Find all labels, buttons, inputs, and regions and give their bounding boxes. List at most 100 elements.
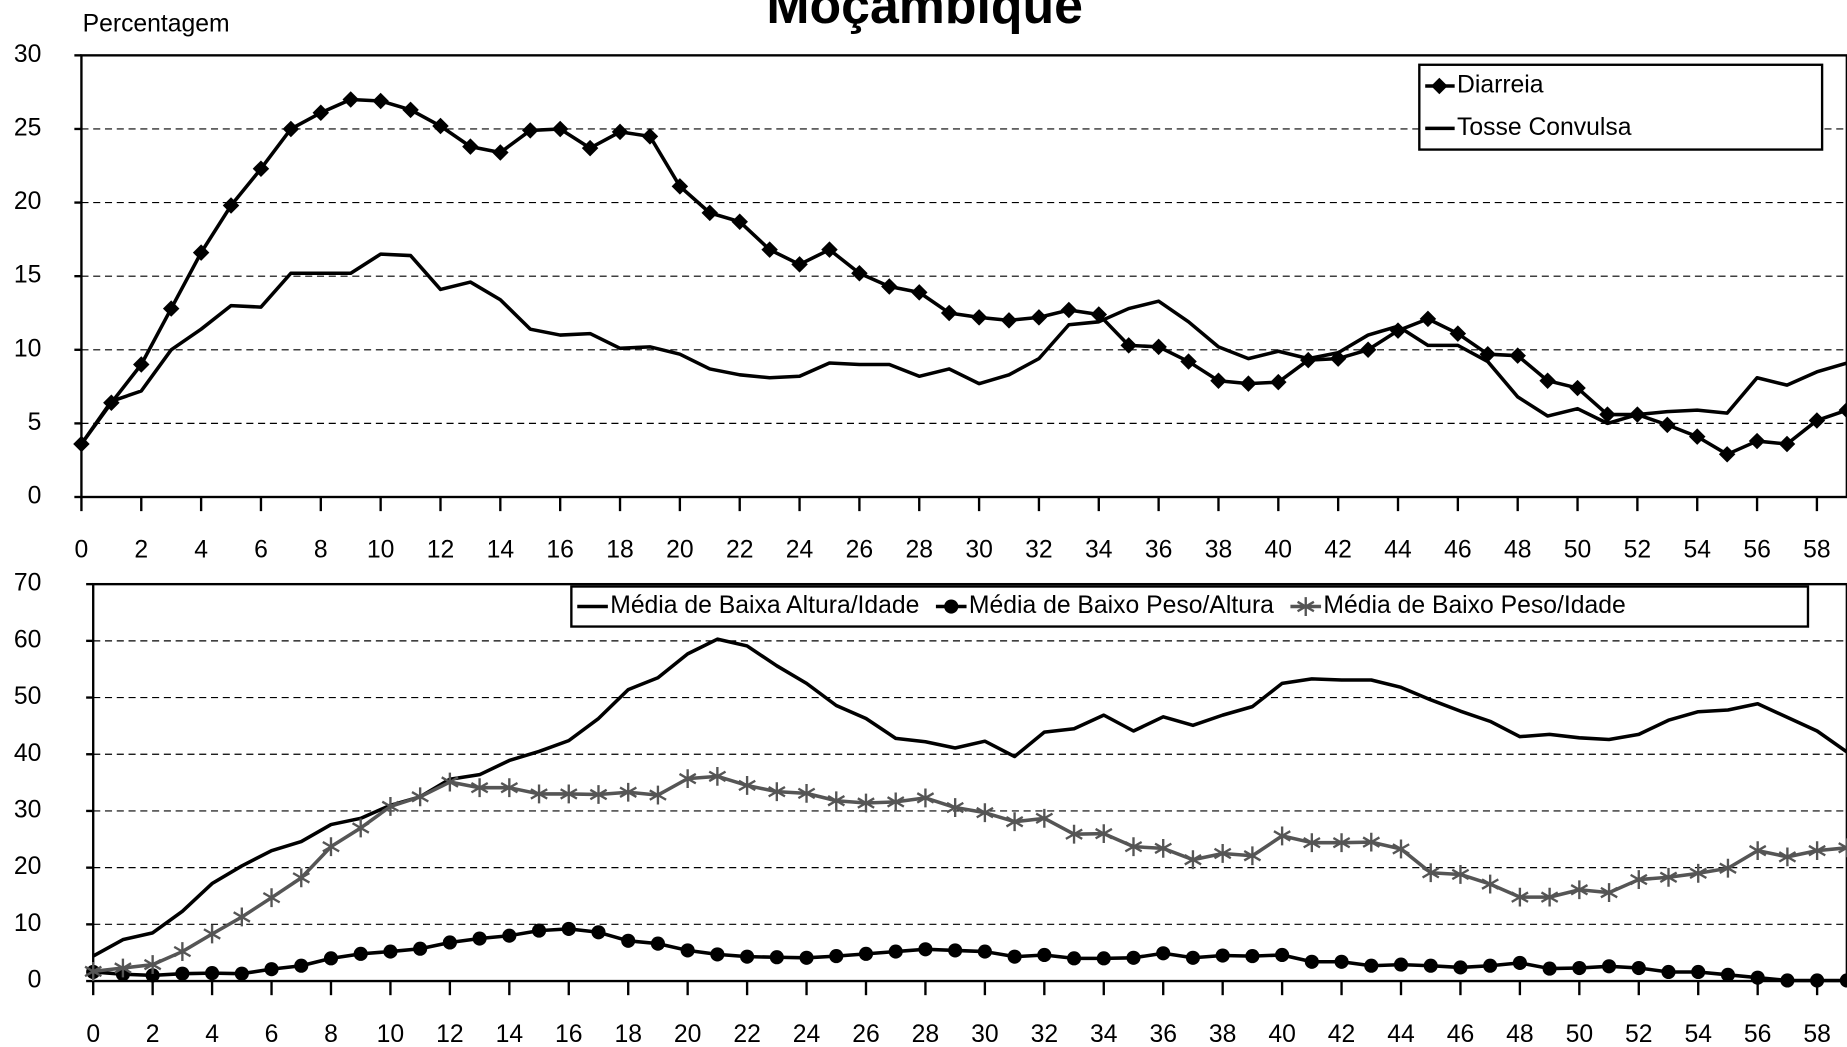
chart-title: Moçambique [766, 0, 1083, 34]
x-tick-label: 2 [134, 537, 148, 564]
point-marker [1719, 858, 1737, 878]
point-marker [1453, 960, 1468, 975]
point-marker [1156, 946, 1171, 961]
point-marker [1810, 973, 1825, 988]
point-marker [173, 942, 192, 961]
legend-label: Média de Baixo Peso/Idade [1323, 592, 1625, 619]
x-tick-label: 32 [1025, 537, 1053, 564]
point-marker [1572, 960, 1587, 976]
x-tick-label: 48 [1504, 537, 1532, 564]
point-marker [561, 921, 576, 936]
point-marker [1838, 401, 1847, 419]
point-marker [948, 943, 963, 958]
point-marker [1431, 77, 1448, 95]
point-marker [145, 968, 160, 983]
point-marker [829, 949, 844, 964]
legend-label: Média de Baixa Altura/Idade [610, 592, 919, 619]
point-marker [611, 123, 629, 141]
point-marker [851, 264, 868, 282]
point-marker [1421, 863, 1440, 883]
point-marker [462, 138, 479, 155]
x-tick-label: 12 [427, 537, 454, 564]
point-marker [918, 942, 933, 957]
point-marker [740, 949, 755, 964]
point-marker [234, 966, 249, 981]
point-marker [1243, 846, 1262, 866]
point-marker [402, 101, 419, 119]
point-marker [292, 868, 311, 888]
x-tick-label: 46 [1447, 1021, 1475, 1047]
point-marker [916, 788, 935, 808]
point-marker [621, 933, 636, 948]
y-tick-label: 40 [14, 740, 42, 767]
point-marker [252, 160, 270, 177]
point-marker [442, 935, 457, 950]
point-marker [671, 178, 689, 195]
point-marker [1600, 883, 1618, 903]
point-marker [492, 144, 509, 161]
point-marker [1451, 865, 1470, 884]
point-marker [1659, 867, 1678, 887]
point-marker [768, 782, 786, 802]
point-marker [531, 923, 547, 938]
point-marker [1095, 824, 1113, 844]
series-line [79, 97, 1847, 457]
x-tick-label: 26 [846, 537, 873, 564]
point-marker [1273, 826, 1291, 846]
point-marker [1154, 838, 1172, 858]
x-tick-label: 8 [324, 1021, 338, 1047]
y-tick-label: 50 [14, 683, 42, 710]
legend-label: Tosse Convulsa [1457, 114, 1632, 141]
x-tick-label: 4 [205, 1021, 219, 1047]
point-marker [1007, 949, 1022, 964]
point-marker [1362, 832, 1381, 852]
point-marker [282, 120, 300, 138]
point-marker [143, 955, 162, 975]
y-tick-label: 70 [14, 570, 42, 597]
x-tick-label: 18 [614, 1021, 642, 1047]
x-tick-label: 52 [1624, 537, 1652, 564]
point-marker [1542, 961, 1557, 976]
point-marker [1124, 837, 1143, 857]
point-marker [1778, 435, 1796, 453]
point-marker [1631, 960, 1646, 976]
point-marker [372, 92, 389, 110]
x-tick-label: 40 [1265, 537, 1293, 564]
x-tick-label: 14 [487, 537, 515, 564]
point-marker [342, 91, 359, 108]
point-marker [1630, 870, 1648, 889]
point-marker [441, 772, 459, 792]
point-marker [351, 818, 370, 838]
x-tick-label: 4 [194, 537, 208, 564]
point-marker [581, 139, 599, 157]
point-marker [888, 944, 903, 959]
point-marker [1511, 887, 1529, 907]
point-marker [1035, 808, 1054, 828]
x-tick-label: 38 [1205, 537, 1233, 564]
point-marker [881, 278, 898, 295]
point-marker [940, 304, 958, 322]
point-marker [1060, 301, 1078, 319]
point-marker [560, 784, 578, 804]
y-tick-label: 20 [14, 853, 42, 880]
x-tick-label: 38 [1209, 1021, 1237, 1047]
point-marker [1296, 597, 1315, 616]
x-tick-label: 16 [555, 1021, 583, 1047]
point-marker [1512, 955, 1527, 970]
point-marker [1037, 947, 1052, 963]
x-tick-label: 54 [1683, 537, 1711, 564]
point-marker [791, 256, 808, 273]
x-tick-label: 42 [1324, 537, 1352, 564]
x-tick-label: 26 [852, 1021, 879, 1047]
point-marker [1030, 309, 1048, 326]
point-marker [1423, 958, 1438, 973]
point-marker [1718, 446, 1736, 463]
point-marker [1688, 428, 1706, 445]
point-marker [551, 120, 569, 138]
x-tick-label: 0 [75, 537, 89, 564]
legend-box [570, 585, 1810, 628]
point-marker [1778, 847, 1797, 867]
point-marker [944, 599, 959, 614]
point-marker [114, 958, 132, 978]
legend-label: Média de Baixo Peso/Altura [969, 592, 1274, 619]
